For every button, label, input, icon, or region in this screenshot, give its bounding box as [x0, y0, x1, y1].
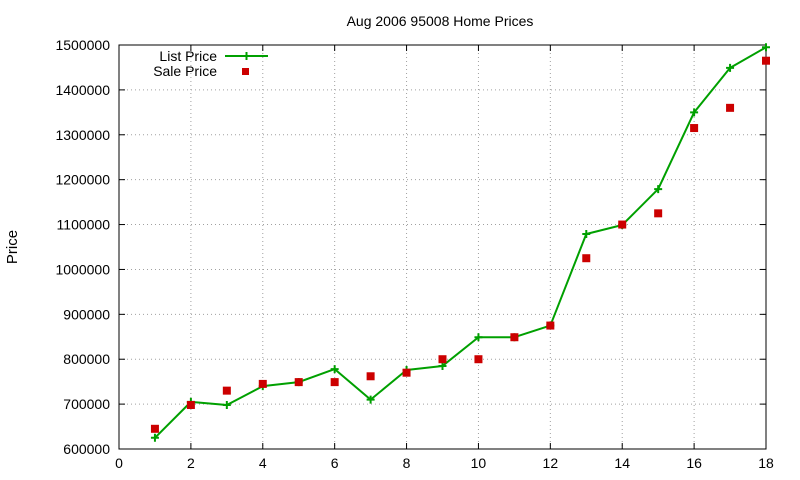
list-price-point: [582, 229, 591, 238]
sale-price-point: [474, 355, 483, 364]
list-price-point: [150, 433, 159, 442]
plot-frame: [118, 44, 767, 450]
x-tick-label: 6: [331, 455, 339, 471]
sale-price-point: [150, 424, 159, 433]
series-sale-price: [150, 56, 770, 433]
legend-label-sale-price: Sale Price: [153, 63, 217, 79]
list-price-point: [474, 333, 483, 342]
sale-price-point: [654, 209, 663, 218]
sale-price-point: [726, 103, 735, 112]
list-price-point: [222, 401, 231, 410]
sale-price-point: [330, 378, 339, 387]
y-tick-label: 600000: [63, 441, 110, 457]
y-tick-label: 900000: [63, 306, 110, 322]
y-tick-label: 1000000: [55, 261, 110, 277]
list-price-point: [330, 365, 339, 374]
x-tick-label: 2: [187, 455, 195, 471]
list-price-point: [726, 63, 735, 72]
sale-price-point: [258, 379, 267, 388]
list-price-line: [154, 46, 767, 439]
list-price-point: [438, 361, 447, 370]
sale-price-point: [618, 220, 627, 229]
sale-price-point: [438, 355, 447, 364]
x-tick-label: 4: [259, 455, 267, 471]
sale-price-point: [186, 401, 195, 410]
x-tick-label: 12: [543, 455, 559, 471]
sale-price-point: [402, 368, 411, 377]
chart-title: Aug 2006 95008 Home Prices: [347, 13, 534, 29]
sale-price-point: [366, 372, 375, 381]
y-axis-tick-labels: 600000 700000 800000 900000 1000000 1100000 12…: [55, 37, 110, 457]
y-tick-label: 800000: [63, 351, 110, 367]
list-price-point: [762, 43, 770, 52]
x-tick-label: 14: [614, 455, 630, 471]
x-tick-label: 18: [758, 455, 774, 471]
sale-price-point: [762, 56, 770, 65]
x-tick-label: 0: [115, 455, 123, 471]
x-axis-tick-labels: 0 2 4 6 8 10 12 14 16 18: [115, 455, 774, 471]
y-tick-label: 1100000: [57, 217, 111, 233]
sale-price-point: [222, 386, 231, 395]
legend-label-list-price: List Price: [159, 48, 217, 64]
sale-price-point: [546, 321, 555, 330]
y-tick-label: 1200000: [55, 172, 110, 188]
x-tick-label: 8: [403, 455, 411, 471]
legend: List Price Sale Price: [153, 48, 268, 79]
y-tick-label: 1400000: [55, 82, 110, 98]
sale-price-point: [510, 333, 519, 342]
list-price-point: [366, 395, 375, 404]
list-price-point: [654, 185, 663, 194]
y-tick-label: 700000: [63, 396, 110, 412]
x-tick-label: 16: [686, 455, 702, 471]
legend-swatch-sale-price-marker: [242, 68, 249, 75]
y-axis-label: Price: [4, 230, 21, 264]
legend-swatch-list-price-marker: [242, 52, 251, 60]
x-tick-label: 10: [471, 455, 487, 471]
sale-price-point: [690, 124, 699, 133]
sale-price-point: [582, 254, 591, 263]
y-tick-label: 1300000: [55, 127, 110, 143]
sale-price-point: [294, 378, 303, 387]
list-price-point: [690, 108, 699, 117]
y-tick-label: 1500000: [55, 37, 110, 53]
